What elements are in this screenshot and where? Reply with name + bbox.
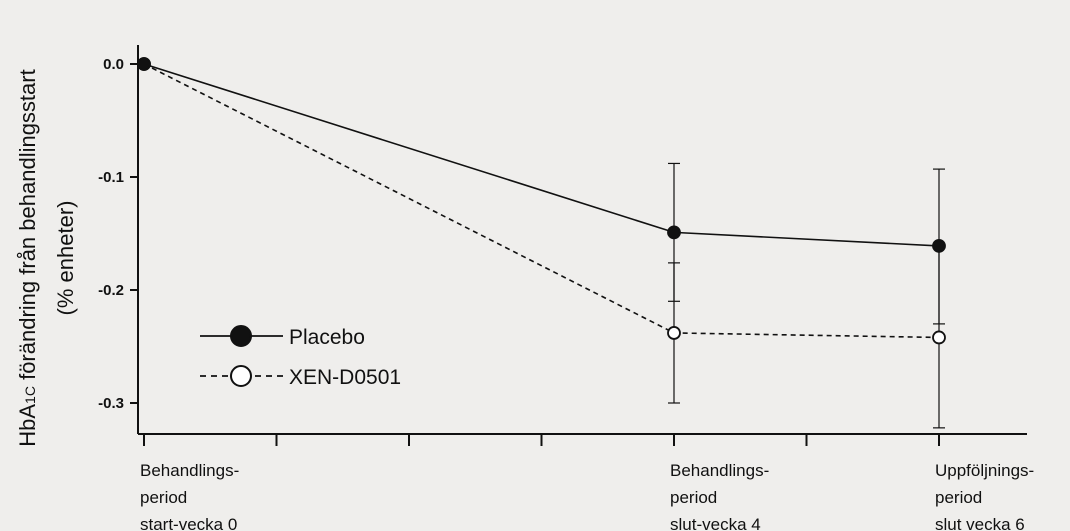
y-tick-label: 0.0 [103, 56, 124, 73]
legend-marker-placebo [230, 325, 252, 347]
axes: 0.0 -0.1 -0.2 -0.3 Behandlings-period start-v… [98, 45, 1034, 531]
x-category-label: Behandlings-period start-vecka 0 [140, 461, 239, 531]
legend-label-placebo: Placebo [289, 326, 365, 349]
x-category-label: Uppföljnings-period slut vecka 6 [935, 461, 1034, 531]
x-category-label: Behandlings-period slut-vecka 4 [670, 461, 769, 531]
series-lines [143, 63, 940, 339]
y-tick-label: -0.2 [98, 282, 124, 299]
data-point-placebo [932, 239, 946, 253]
data-point-xen-d0501 [667, 326, 681, 340]
y-tick-label: -0.1 [98, 169, 124, 186]
series-line-placebo [143, 63, 940, 247]
legend-label-xen-d0501: XEN-D0501 [289, 366, 401, 389]
y-axis-title: HbA1C förändring från behandlingsstart [15, 69, 40, 446]
error-bars [668, 162, 945, 429]
data-points [137, 57, 946, 345]
data-point-placebo [137, 57, 151, 71]
y-tick-label: -0.3 [98, 395, 124, 412]
legend: Placebo XEN-D0501 [200, 325, 401, 389]
data-point-placebo [667, 225, 681, 240]
series-line-xen-d0501 [143, 63, 940, 339]
y-axis-subtitle: (% enheter) [53, 201, 78, 316]
data-point-xen-d0501 [932, 330, 946, 345]
legend-marker-xen-d0501 [230, 365, 252, 387]
